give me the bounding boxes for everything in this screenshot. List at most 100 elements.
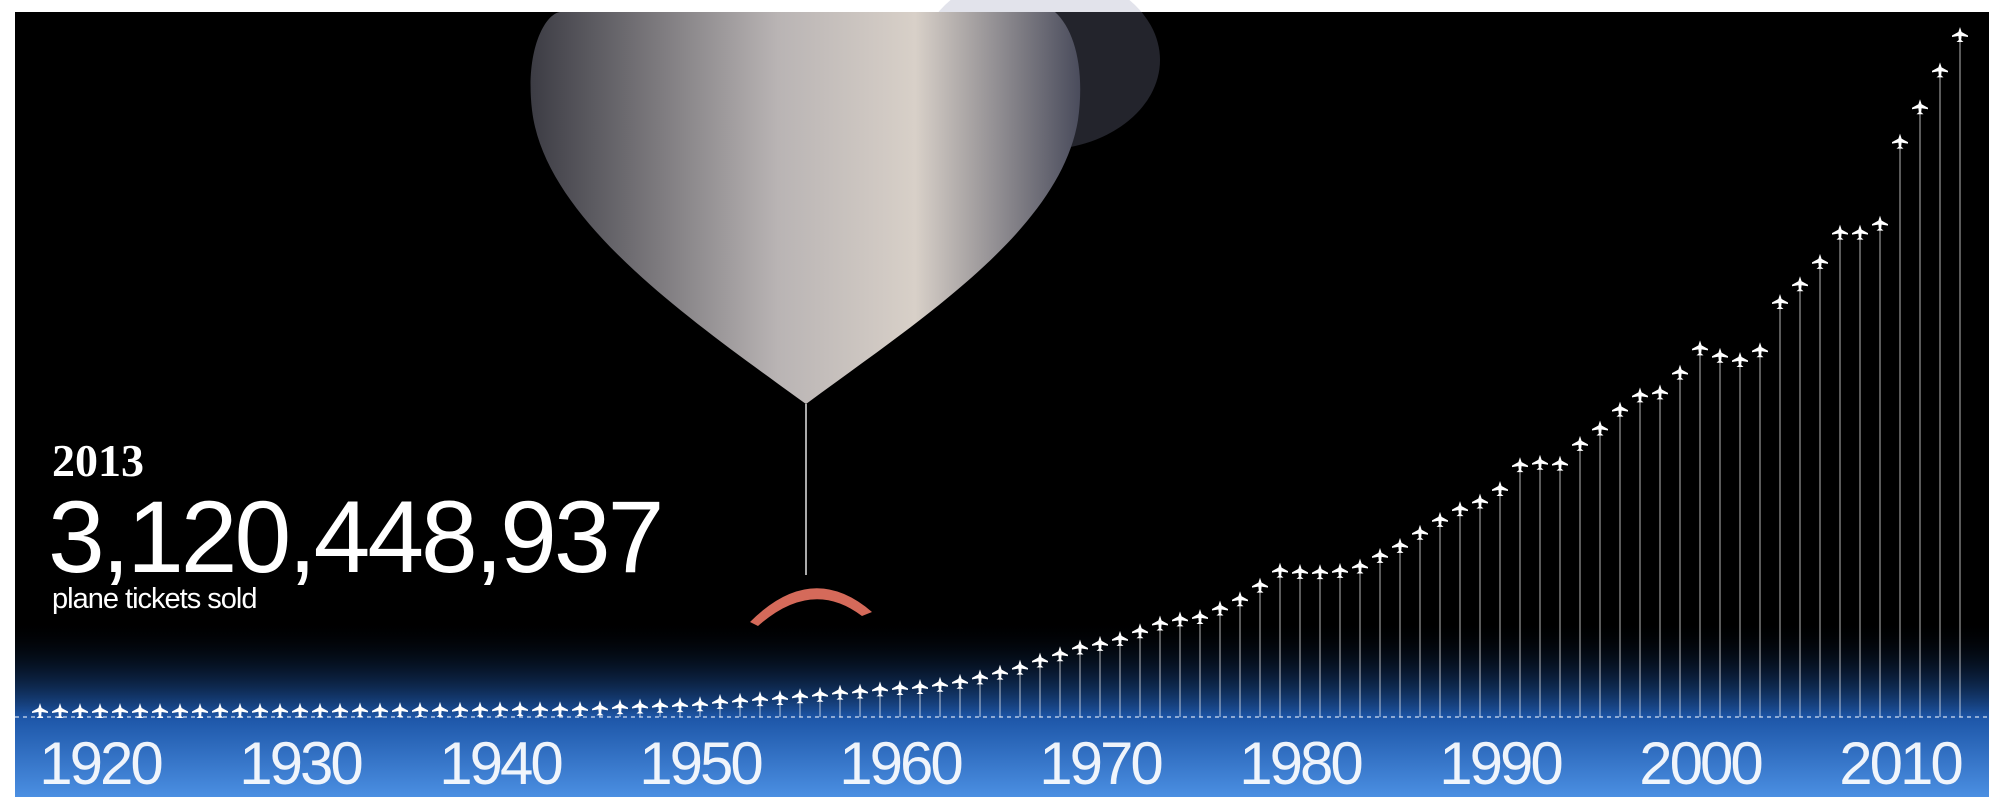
- plane-icon: [772, 690, 788, 706]
- plane-icon: [1812, 253, 1828, 269]
- plane-icon: [1652, 384, 1668, 400]
- x-tick-label: 1980: [1239, 730, 1362, 797]
- plane-icon: [1792, 276, 1808, 292]
- plane-icon: [1692, 340, 1708, 356]
- x-tick-label: 1920: [39, 730, 162, 797]
- plane-icon: [1212, 600, 1228, 616]
- plane-icon: [832, 684, 848, 700]
- plane-icon: [1152, 615, 1168, 631]
- plane-icon: [532, 701, 548, 717]
- plane-icon: [1332, 562, 1348, 578]
- plane-icon: [1852, 224, 1868, 240]
- plane-icon: [852, 683, 868, 699]
- plane-icon: [1072, 639, 1088, 655]
- plane-icon: [1352, 558, 1368, 574]
- plane-icon: [1012, 659, 1028, 675]
- plane-icon: [172, 703, 188, 718]
- plane-icon: [212, 702, 228, 718]
- plane-icon: [1572, 435, 1588, 451]
- plane-icon: [312, 702, 328, 718]
- plane-icon: [1112, 630, 1128, 646]
- plane-icon: [1492, 480, 1508, 496]
- plane-icon: [192, 703, 208, 718]
- plane-icon: [1832, 224, 1848, 240]
- plane-icon: [1592, 420, 1608, 436]
- x-tick-label: 1990: [1439, 730, 1562, 797]
- plane-icon: [52, 703, 68, 718]
- plane-icon: [1532, 454, 1548, 470]
- plane-icon: [1712, 347, 1728, 363]
- plane-icon: [612, 699, 628, 715]
- plane-icon: [332, 702, 348, 718]
- plane-icon: [72, 703, 88, 718]
- plane-icon: [572, 701, 588, 717]
- plot: 1920 1930 1940 1950 1960 1970 1980 1990 2000 2010: [32, 27, 1968, 797]
- plane-icon: [672, 697, 688, 713]
- plane-icon: [1672, 364, 1688, 380]
- plane-icon: [1872, 215, 1888, 231]
- plane-icon: [1912, 99, 1928, 115]
- plane-icon: [32, 703, 48, 718]
- plane-icon: [752, 691, 768, 707]
- plane-icon: [1192, 608, 1208, 624]
- plane-icon: [1092, 635, 1108, 651]
- plane-icon: [392, 702, 408, 718]
- highlight-year: 2013: [52, 435, 144, 486]
- plane-icon: [732, 692, 748, 708]
- plane-icon: [1952, 27, 1968, 42]
- plane-icon: [1392, 537, 1408, 553]
- plane-icon: [352, 702, 368, 718]
- plane-icon: [472, 701, 488, 717]
- x-tick-label: 1960: [839, 730, 962, 797]
- plane-icon: [432, 701, 448, 717]
- plane-icon: [1172, 611, 1188, 627]
- plane-icon: [152, 703, 168, 718]
- plane-icon: [1612, 401, 1628, 417]
- plane-icon: [692, 696, 708, 712]
- plane-icon: [892, 680, 908, 696]
- plane-icon: [232, 702, 248, 718]
- plane-icon: [812, 686, 828, 702]
- plane-icon: [372, 702, 388, 718]
- plane-icon: [1932, 62, 1948, 78]
- plane-icon: [1432, 511, 1448, 527]
- plane-icon: [1752, 342, 1768, 358]
- plane-icon: [1552, 455, 1568, 471]
- plane-icon: [932, 676, 948, 692]
- plane-icon: [1272, 562, 1288, 578]
- plane-icon: [1052, 646, 1068, 662]
- plane-icon: [912, 678, 928, 694]
- plane-icon: [1132, 623, 1148, 639]
- plane-icon: [652, 697, 668, 713]
- x-tick-label: 1930: [239, 730, 362, 797]
- x-tick-label: 1970: [1039, 730, 1162, 797]
- plane-icon: [1232, 591, 1248, 607]
- plane-icon: [952, 673, 968, 689]
- balloon-illustration: [530, 12, 1081, 626]
- plane-icon: [992, 664, 1008, 680]
- plane-icon: [92, 703, 108, 718]
- plane-icon: [1032, 652, 1048, 668]
- plane-icon: [292, 702, 308, 718]
- x-tick-label: 2010: [1839, 730, 1962, 797]
- plane-icon: [412, 701, 428, 717]
- plane-icon: [1892, 133, 1908, 149]
- plane-icon: [452, 701, 468, 717]
- plane-icon: [1472, 493, 1488, 509]
- plane-icon: [112, 703, 128, 718]
- plane-icon: [792, 688, 808, 704]
- plane-icon: [1312, 564, 1328, 580]
- plane-icon: [712, 693, 728, 709]
- x-tick-label: 1940: [439, 730, 562, 797]
- plane-icon: [1412, 524, 1428, 540]
- plane-icon: [1512, 457, 1528, 473]
- x-tick-label: 2000: [1639, 730, 1762, 797]
- plane-icon: [272, 702, 288, 718]
- plane-icon: [592, 700, 608, 716]
- plane-icon: [252, 702, 268, 718]
- plane-icon: [132, 703, 148, 718]
- plane-icon: [1772, 293, 1788, 309]
- plane-icon: [512, 701, 528, 717]
- plane-icon: [1372, 547, 1388, 563]
